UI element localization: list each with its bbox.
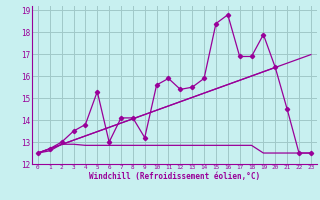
X-axis label: Windchill (Refroidissement éolien,°C): Windchill (Refroidissement éolien,°C): [89, 172, 260, 181]
